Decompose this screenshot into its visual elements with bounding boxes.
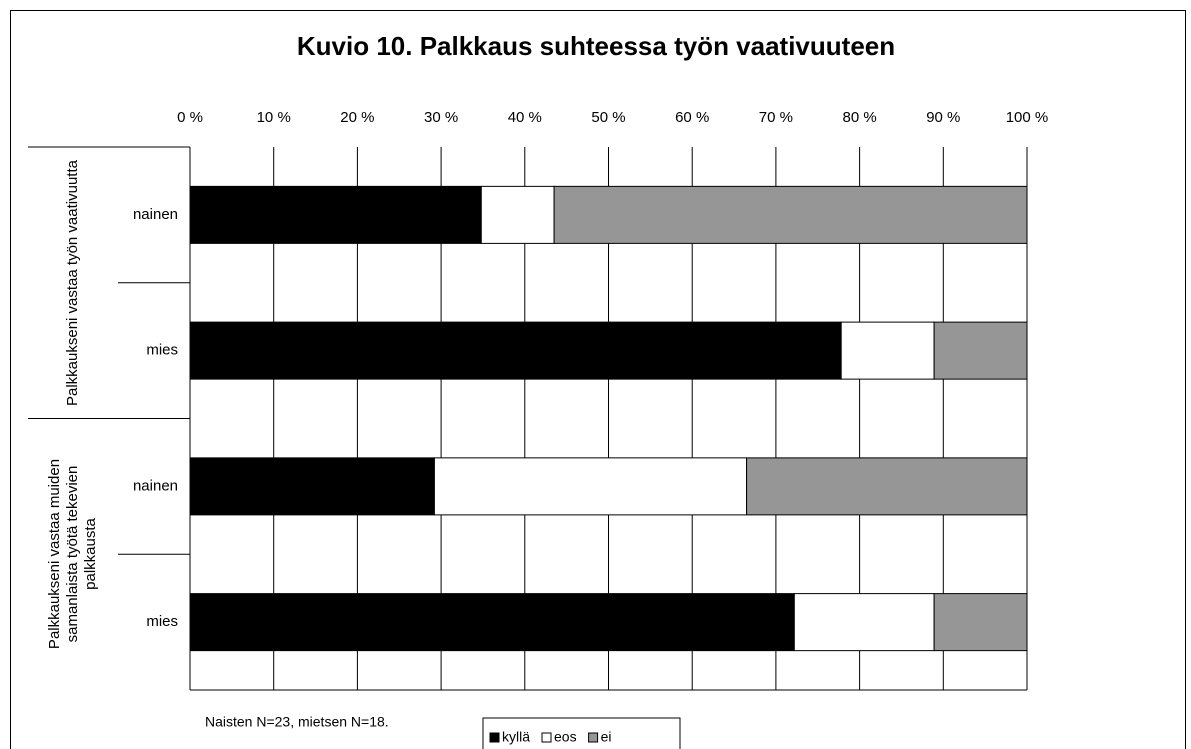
x-tick-label: 10 % (257, 109, 291, 126)
x-tick-label: 40 % (508, 109, 542, 126)
chart-frame (10, 10, 1186, 749)
legend-label: ei (601, 729, 612, 745)
bar-segment (553, 185, 1028, 244)
bar-segment (189, 185, 482, 244)
x-tick-label: 70 % (759, 109, 793, 126)
bar-segment (840, 321, 935, 380)
bar-segment (189, 321, 842, 380)
legend-box (482, 717, 681, 749)
bar-segment (480, 185, 555, 244)
footnote: Naisten N=23, mietsen N=18. (205, 714, 389, 730)
group-label: Palkkaukseni vastaa muiden samanlaista t… (46, 459, 99, 650)
group-label: Palkkaukseni vastaa työn vaativuutta (64, 159, 81, 406)
legend-label: kyllä (502, 729, 530, 745)
x-tick-label: 90 % (926, 109, 960, 126)
bar-segment (933, 593, 1028, 652)
x-tick-label: 20 % (340, 109, 374, 126)
bar-segment (433, 457, 748, 516)
legend-label: eos (554, 729, 577, 745)
legend-swatch (588, 732, 599, 743)
bar-segment (746, 457, 1028, 516)
legend-swatch (541, 732, 552, 743)
legend-swatch (489, 732, 500, 743)
x-tick-label: 80 % (842, 109, 876, 126)
x-tick-label: 0 % (177, 109, 203, 126)
y-tick-label: mies (146, 613, 178, 630)
x-tick-label: 50 % (591, 109, 625, 126)
x-tick-label: 100 % (1006, 109, 1049, 126)
y-tick-label: nainen (133, 206, 178, 223)
bar-segment (933, 321, 1028, 380)
x-tick-label: 30 % (424, 109, 458, 126)
bar-segment (189, 593, 795, 652)
chart-title: Kuvio 10. Palkkaus suhteessa työn vaativ… (297, 31, 895, 61)
y-tick-label: mies (146, 342, 178, 359)
bar-segment (189, 457, 435, 516)
bar-segment (793, 593, 935, 652)
x-tick-label: 60 % (675, 109, 709, 126)
y-tick-label: nainen (133, 477, 178, 494)
